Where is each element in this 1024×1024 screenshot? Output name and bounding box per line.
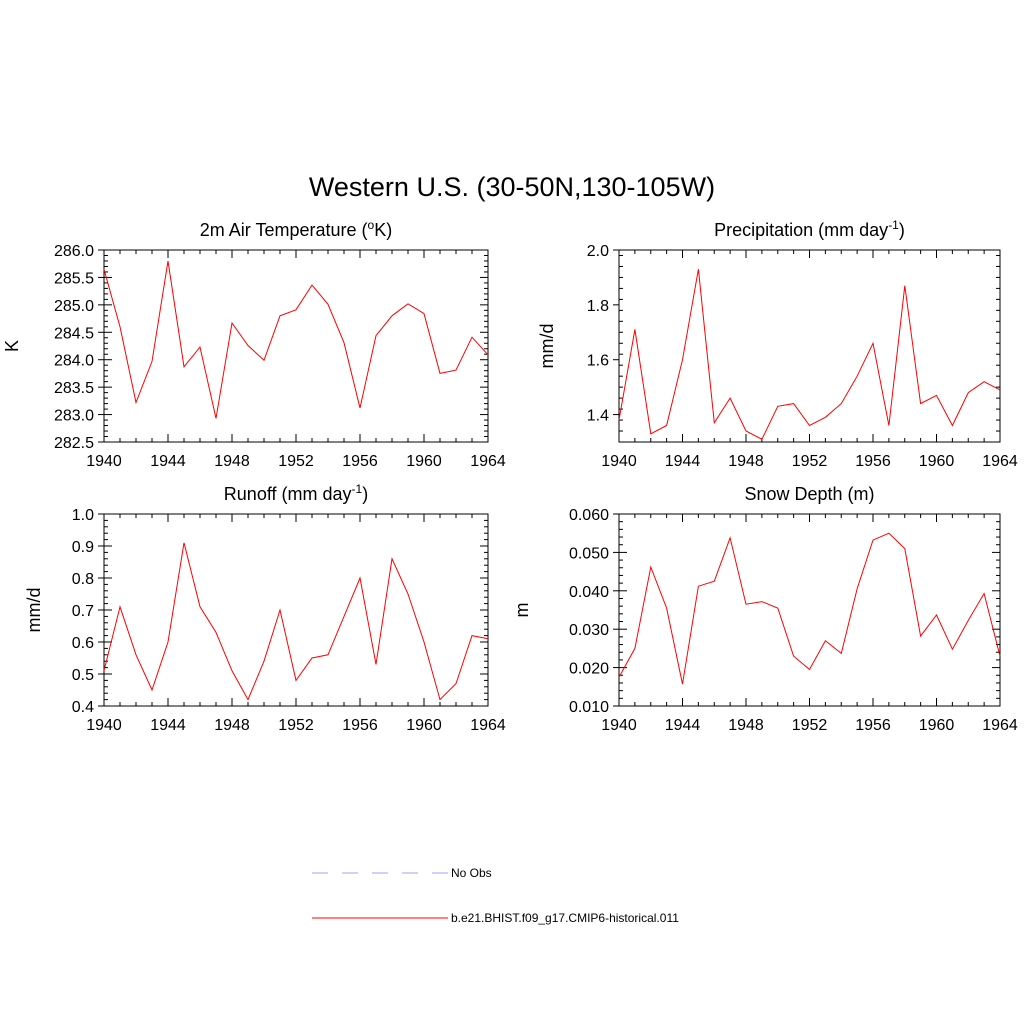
- y-tick-label: 0.9: [72, 539, 94, 556]
- y-tick-label: 0.060: [569, 507, 609, 524]
- y-tick-label: 1.8: [587, 298, 609, 315]
- panel-title-end: ): [362, 484, 368, 504]
- panel-title-air-temperature: 2m Air Temperature (oK): [200, 218, 392, 240]
- y-axis-label: mm/d: [537, 324, 557, 369]
- x-tick-label: 1952: [278, 453, 314, 470]
- series-line-precipitation: [618, 269, 1001, 440]
- y-axis-label: K: [2, 340, 22, 352]
- plot-frame-air-temperature: [103, 249, 489, 443]
- x-tick-label: 1940: [601, 717, 637, 734]
- panel-title-text: Runoff (mm day: [224, 484, 352, 504]
- panel-title-text: Precipitation (mm day: [714, 220, 888, 240]
- y-tick-label: 0.010: [569, 699, 609, 716]
- panel-title-end: ): [899, 220, 905, 240]
- y-tick-label: 0.5: [72, 667, 94, 684]
- x-tick-label: 1944: [665, 453, 701, 470]
- y-tick-label: 0.020: [569, 661, 609, 678]
- series-line-snow-depth: [618, 532, 1001, 685]
- panel-snow-depth: Snow Depth (m) 1940 1944 1948 1952 1956 1960 19…: [512, 484, 1018, 734]
- panels-group: 2m Air Temperature (oK)1940 1944 1948 1952 1…: [2, 218, 1018, 734]
- y-tick-label: 284.5: [54, 325, 94, 342]
- y-tick-label: 1.6: [587, 353, 609, 370]
- y-tick-label: 0.4: [72, 699, 94, 716]
- x-tick-label: 1940: [86, 717, 122, 734]
- y-tick-label: 0.8: [72, 571, 94, 588]
- x-tick-label: 1948: [214, 453, 250, 470]
- y-tick-label: 0.030: [569, 622, 609, 639]
- x-tick-label: 1964: [470, 717, 506, 734]
- panel-title-runoff: Runoff (mm day-1): [224, 482, 368, 504]
- y-tick-label: 0.040: [569, 584, 609, 601]
- panel-title-text: Snow Depth (m): [744, 484, 874, 504]
- x-tick-label: 1952: [792, 717, 828, 734]
- panel-title-precipitation: Precipitation (mm day-1): [714, 218, 905, 240]
- y-axis-label: m: [512, 603, 532, 618]
- plot-frame-runoff: [103, 513, 489, 707]
- y-tick-label: 1.0: [72, 507, 94, 524]
- x-tick-label: 1948: [728, 717, 764, 734]
- legend-item: b.e21.BHIST.f09_g17.CMIP6-historical.011: [312, 911, 679, 925]
- plot-frame-precipitation: [618, 249, 1001, 443]
- x-tick-label: 1956: [342, 717, 378, 734]
- y-tick-label: 282.5: [54, 435, 94, 452]
- x-tick-label: 1952: [278, 717, 314, 734]
- y-tick-label: 283.0: [54, 408, 94, 425]
- x-tick-label: 1960: [406, 453, 442, 470]
- panel-runoff: Runoff (mm day-1) 1940 1944 1948 1952 1956 196…: [24, 482, 506, 734]
- y-tick-label: 0.6: [72, 635, 94, 652]
- legend-label: b.e21.BHIST.f09_g17.CMIP6-historical.011: [451, 911, 679, 925]
- x-tick-label: 1964: [470, 453, 506, 470]
- panel-title-end: K): [374, 220, 392, 240]
- x-tick-label: 1956: [342, 453, 378, 470]
- y-tick-label: 285.0: [54, 298, 94, 315]
- x-tick-label: 1944: [665, 717, 701, 734]
- panel-title-superscript: o: [368, 218, 375, 232]
- series-line-air-temperature: [103, 260, 489, 419]
- x-tick-label: 1956: [855, 453, 891, 470]
- x-tick-label: 1940: [86, 453, 122, 470]
- y-axis-label: mm/d: [24, 588, 44, 633]
- series-line-runoff: [103, 542, 489, 701]
- x-tick-label: 1960: [919, 717, 955, 734]
- x-tick-label: 1940: [601, 453, 637, 470]
- y-tick-label: 286.0: [54, 243, 94, 260]
- legend-item: No Obs: [312, 866, 492, 880]
- x-tick-label: 1964: [982, 453, 1018, 470]
- x-tick-label: 1952: [792, 453, 828, 470]
- y-tick-label: 0.050: [569, 545, 609, 562]
- panel-title-snow-depth: Snow Depth (m): [744, 484, 874, 504]
- x-tick-label: 1964: [982, 717, 1018, 734]
- y-tick-label: 284.0: [54, 353, 94, 370]
- y-tick-label: 2.0: [587, 243, 609, 260]
- x-tick-label: 1956: [855, 717, 891, 734]
- legend-label: No Obs: [451, 866, 492, 880]
- panel-title-text: 2m Air Temperature (: [200, 220, 368, 240]
- legend: No Obs b.e21.BHIST.f09_g17.CMIP6-historic…: [312, 866, 679, 925]
- panel-precipitation: Precipitation (mm day-1) 1940 1944 1948 1952…: [537, 218, 1018, 470]
- x-tick-label: 1960: [919, 453, 955, 470]
- y-tick-label: 1.4: [587, 408, 609, 425]
- y-tick-label: 285.5: [54, 270, 94, 287]
- x-tick-label: 1944: [150, 717, 186, 734]
- panel-air-temperature: 2m Air Temperature (oK) 1940 1944 1948 1952 1…: [2, 218, 506, 470]
- x-tick-label: 1944: [150, 453, 186, 470]
- panel-title-superscript: -1: [352, 482, 363, 496]
- plot-frame-snow-depth: [618, 513, 1001, 707]
- figure-title: Western U.S. (30-50N,130-105W): [309, 172, 715, 202]
- x-tick-label: 1948: [728, 453, 764, 470]
- panel-title-superscript: -1: [888, 218, 899, 232]
- x-tick-label: 1960: [406, 717, 442, 734]
- y-tick-label: 0.7: [72, 603, 94, 620]
- y-tick-label: 283.5: [54, 380, 94, 397]
- x-tick-label: 1948: [214, 717, 250, 734]
